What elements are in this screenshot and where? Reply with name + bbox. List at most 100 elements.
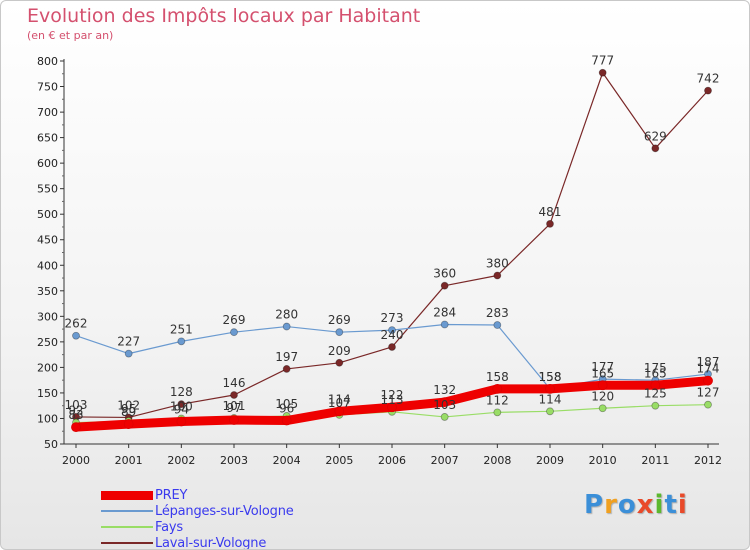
y-tick-label: 650 [37,132,58,145]
data-label-0: 158 [486,370,509,384]
data-point-0 [281,415,292,426]
data-label-0: 132 [433,383,456,397]
legend-swatch [101,490,153,500]
data-label-1: 269 [223,313,246,327]
data-label-0: 165 [644,366,667,380]
data-point-3 [230,391,238,399]
legend-swatch [101,542,153,544]
y-tick-label: 600 [37,157,58,170]
data-label-0: 122 [381,388,404,402]
data-labels-layer: 103 102 128 146 197 209 240 360 380 481 777 629 742 9… [65,54,720,422]
y-tick-label: 550 [37,183,58,196]
x-tick-label: 2007 [431,454,459,467]
x-tick-label: 2000 [62,454,90,467]
logo-letter: i [677,490,688,520]
data-label-2: 112 [486,393,509,407]
data-label-0: 165 [591,366,614,380]
data-point-2 [440,413,449,421]
data-point-1 [440,320,449,329]
y-tick-label: 800 [37,55,58,68]
data-point-0 [650,380,661,391]
data-label-2: 120 [591,389,614,403]
data-point-0 [334,406,345,417]
data-point-1 [335,328,344,337]
data-label-3: 102 [117,398,140,412]
chart-title: Evolution des Impôts locaux par Habitant [27,5,421,27]
data-label-2: 100 [170,399,193,413]
data-label-2: 92 [68,404,83,418]
data-label-0: 83 [68,408,83,422]
y-tick-label: 450 [37,234,58,247]
legend-item: Lépanges-sur-Vologne [101,503,294,519]
x-tick-label: 2005 [325,454,353,467]
proxiti-logo: Proxiti [584,490,688,520]
data-label-3: 209 [328,344,351,358]
legend-label: Fays [155,519,183,535]
legend-item: PREY [101,487,294,503]
data-label-1: 283 [486,306,509,320]
data-point-0 [439,397,450,408]
data-label-0: 97 [226,401,241,415]
data-point-2 [546,407,554,416]
data-point-3 [546,220,554,228]
data-label-0: 96 [279,402,294,416]
y-tick-label: 350 [37,285,58,298]
legend: PREY Lépanges-sur-Vologne Fays Laval-sur-Vo… [101,487,294,550]
logo-letter: o [617,490,637,520]
data-point-3 [651,144,660,153]
data-label-1: 269 [328,313,351,327]
data-label-3: 103 [65,398,88,412]
y-tick-label: 700 [37,106,58,119]
legend-item: Laval-sur-Vologne [101,535,294,550]
data-point-3 [177,400,186,409]
data-point-2 [493,408,502,417]
data-point-2 [651,401,660,410]
data-point-1 [493,321,502,329]
data-label-2: 101 [223,399,246,413]
legend-item: Fays [101,519,294,535]
data-label-3: 742 [697,72,720,86]
legend-swatch [101,510,153,512]
data-label-3: 481 [539,205,562,219]
x-tick-label: 2006 [378,454,406,467]
data-point-3 [282,365,291,373]
legend-label: Laval-sur-Vologne [155,535,267,550]
data-point-0 [387,402,397,413]
logo-letter: i [654,490,665,520]
data-label-0: 114 [328,392,351,406]
data-label-0: 89 [121,405,136,419]
data-label-1: 251 [170,322,193,336]
data-label-2: 114 [539,392,562,406]
data-point-1 [282,322,291,331]
data-label-0: 94 [174,403,189,417]
logo-letter: t [664,490,678,520]
data-label-2: 127 [697,386,720,400]
y-tick-label: 100 [37,412,58,425]
data-point-0 [71,422,81,433]
data-label-2: 113 [381,393,404,407]
data-label-1: 280 [275,308,298,322]
data-point-2 [598,404,607,413]
data-point-1 [230,328,238,337]
x-tick-label: 2008 [483,454,511,467]
y-tick-label: 250 [37,336,58,349]
data-point-0 [545,383,555,394]
data-label-2: 107 [328,396,351,410]
x-tick-label: 2001 [115,454,143,467]
legend-swatch [101,526,153,528]
data-label-1: 158 [539,370,562,384]
data-point-1 [72,331,80,340]
y-tick-label: 300 [37,310,58,323]
data-point-3 [704,86,712,95]
data-point-3 [598,68,607,77]
data-label-3: 629 [644,129,667,143]
data-label-1: 273 [381,311,404,325]
data-point-3 [440,281,449,290]
data-label-3: 240 [381,328,404,342]
y-tick-label: 200 [37,361,58,374]
data-label-1: 227 [117,335,140,349]
data-label-2: 125 [644,387,667,401]
data-point-2 [704,400,712,409]
data-label-1: 187 [697,355,720,369]
